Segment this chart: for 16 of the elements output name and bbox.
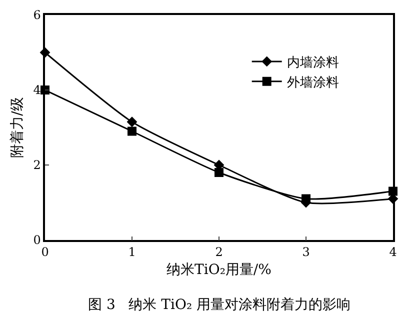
caption: 图 3 纳米 TiO₂ 用量对涂料附着力的影响: [88, 297, 351, 313]
x-tick-label: 2: [215, 245, 223, 260]
y-tick-label: 2: [33, 158, 41, 172]
legend-label: 外墙涂料: [286, 75, 339, 90]
y-tick-label: 6: [33, 8, 41, 22]
x-tick-label: 4: [389, 245, 398, 260]
y-tick-label: 0: [33, 233, 41, 248]
x-tick-label: 3: [302, 245, 310, 260]
x-axis-title: 纳米TiO₂用量/%: [166, 262, 272, 278]
y-axis-title: 附着力/级: [9, 97, 26, 158]
point: [126, 116, 138, 128]
point: [128, 126, 136, 136]
x-tick-label: 1: [128, 245, 136, 260]
point: [214, 168, 224, 177]
legend-label: 内墙涂料: [286, 56, 339, 71]
y-tick-label: 4: [33, 83, 42, 98]
